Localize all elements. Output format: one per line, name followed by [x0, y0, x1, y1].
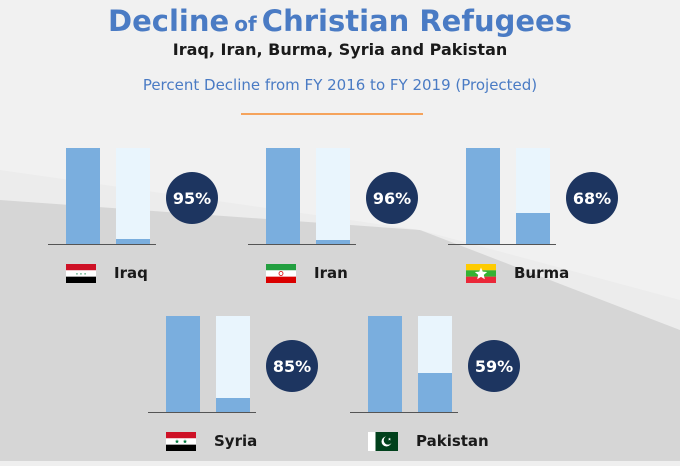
percent-badge-iran: 96% — [366, 172, 418, 224]
bar-fy2019-burma — [516, 213, 550, 244]
bar-fy2016-syria — [166, 316, 200, 412]
divider — [241, 113, 423, 115]
bar-fy2019-iran — [316, 240, 350, 244]
baseline-iraq — [48, 244, 156, 245]
panel-burma: 68% Burma — [448, 148, 648, 298]
country-label-iraq: Iraq — [114, 264, 148, 282]
chart-description: Percent Decline from FY 2016 to FY 2019 … — [142, 76, 538, 94]
bar-track-iran — [316, 148, 350, 244]
flag-burma-icon — [466, 264, 496, 283]
country-label-pakistan: Pakistan — [416, 432, 489, 450]
country-label-burma: Burma — [514, 264, 570, 282]
bar-fy2019-syria — [216, 397, 250, 412]
baseline-pakistan — [350, 412, 458, 413]
percent-badge-pakistan: 59% — [468, 340, 520, 392]
bar-fy2016-burma — [466, 148, 500, 244]
title-of: of — [234, 12, 257, 36]
baseline-burma — [448, 244, 556, 245]
chart-subtitle: Iraq, Iran, Burma, Syria and Pakistan — [172, 40, 508, 59]
percent-badge-burma: 68% — [566, 172, 618, 224]
panel-pakistan: 59% Pakistan — [350, 316, 550, 466]
panel-iraq: 95% • • • Iraq — [48, 148, 248, 298]
bar-track-syria — [216, 316, 250, 412]
svg-text:• • •: • • • — [76, 273, 87, 278]
title-decline: Decline — [108, 4, 230, 38]
bar-fy2019-iraq — [116, 239, 150, 244]
flag-iran-icon — [266, 264, 296, 283]
bar-track-iraq — [116, 148, 150, 244]
flag-iraq-icon: • • • — [66, 264, 96, 283]
country-label-syria: Syria — [214, 432, 258, 450]
country-label-iran: Iran — [314, 264, 348, 282]
panel-iran: 96% Iran — [248, 148, 448, 298]
percent-badge-syria: 85% — [266, 340, 318, 392]
flag-pakistan-icon — [368, 432, 398, 451]
flag-syria-icon — [166, 432, 196, 451]
chart-title: Decline of Christian Refugees — [0, 4, 680, 38]
panel-syria: 85% Syria — [148, 316, 348, 466]
baseline-syria — [148, 412, 256, 413]
baseline-iran — [248, 244, 356, 245]
title-christian-refugees: Christian Refugees — [261, 4, 572, 38]
bar-fy2016-pakistan — [368, 316, 402, 412]
bar-fy2016-iraq — [66, 148, 100, 244]
percent-badge-iraq: 95% — [166, 172, 218, 224]
bar-fy2016-iran — [266, 148, 300, 244]
bar-fy2019-pakistan — [418, 372, 452, 412]
